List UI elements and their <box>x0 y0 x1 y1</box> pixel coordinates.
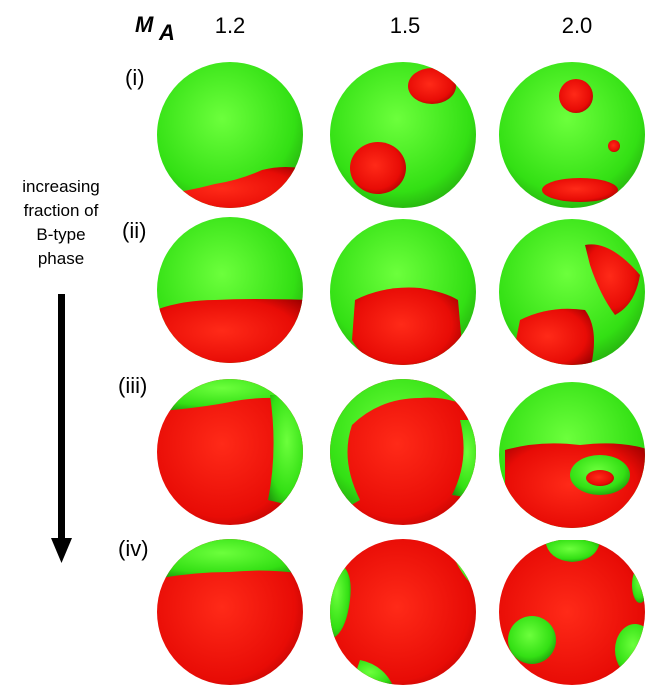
vesicle <box>495 210 649 370</box>
vesicle <box>495 55 649 215</box>
side-note-line: fraction of <box>24 201 99 220</box>
vesicle <box>150 535 310 690</box>
row-label: (ii) <box>122 218 146 243</box>
side-note-line: increasing <box>22 177 100 196</box>
vesicle <box>325 372 485 532</box>
vesicle <box>150 210 310 370</box>
column-label: 1.2 <box>215 13 246 38</box>
vesicle <box>495 540 649 690</box>
column-label: 2.0 <box>562 13 593 38</box>
vesicle <box>150 55 310 215</box>
row-label: (iv) <box>118 536 149 561</box>
column-label: 1.5 <box>390 13 421 38</box>
side-note-line: B-type <box>36 225 85 244</box>
vesicle <box>495 375 649 535</box>
figure: M A 1.2 1.5 2.0 (i) (ii) (iii) (iv) incr… <box>0 0 649 690</box>
vesicle <box>325 535 485 690</box>
vesicle <box>325 55 485 215</box>
side-note-line: phase <box>38 249 84 268</box>
vesicle <box>150 372 310 532</box>
arrow <box>51 294 72 563</box>
row-label: (iii) <box>118 373 147 398</box>
header-subscript: A <box>158 20 175 45</box>
row-label: (i) <box>125 65 145 90</box>
header-symbol: M <box>135 12 154 37</box>
vesicle <box>325 210 485 370</box>
